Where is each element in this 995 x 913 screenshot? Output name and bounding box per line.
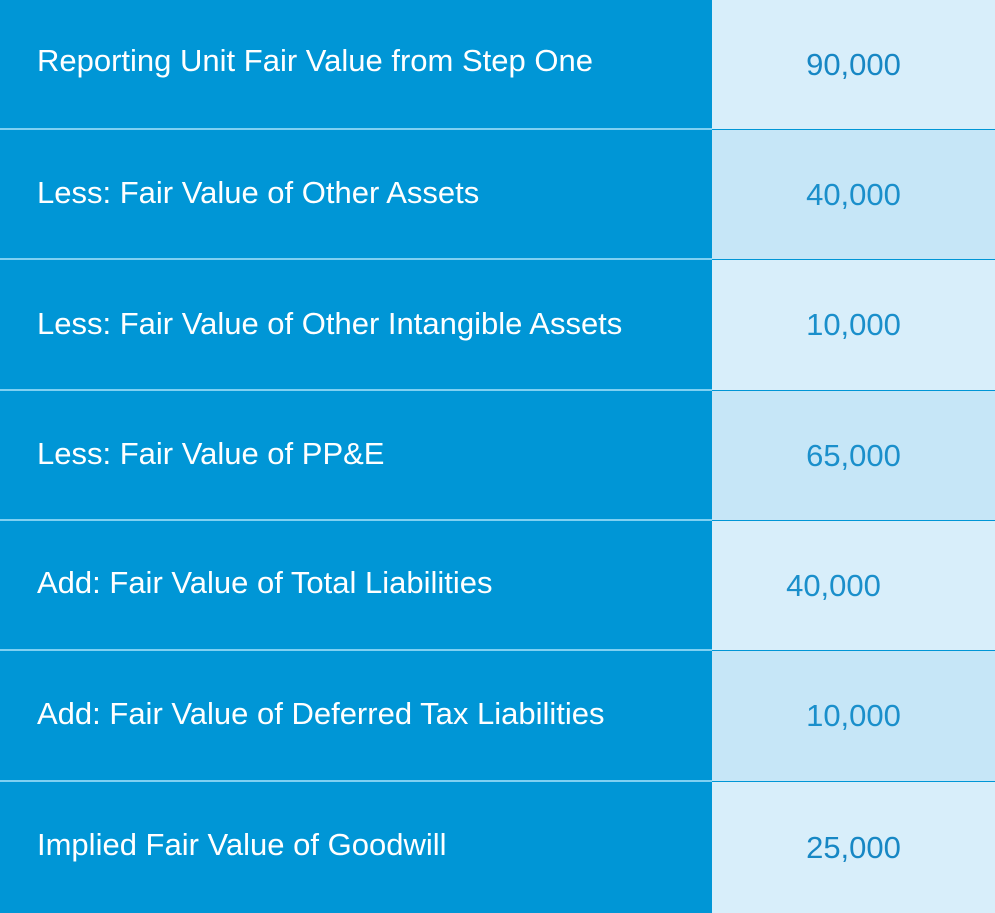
row-value: 25,000 [712, 782, 995, 913]
row-value: 90,000 [712, 0, 995, 129]
row-divider [0, 389, 712, 391]
table-row-ppe: Less: Fair Value of PP&E 65,000 [0, 391, 995, 520]
row-divider [0, 649, 712, 651]
table-row-other-intangible-assets: Less: Fair Value of Other Intangible Ass… [0, 260, 995, 390]
table-row-deferred-tax-liabilities: Add: Fair Value of Deferred Tax Liabilit… [0, 651, 995, 781]
row-value: 40,000 [712, 130, 995, 259]
row-value: 10,000 [712, 260, 995, 390]
row-value: 65,000 [712, 391, 995, 520]
row-label: Less: Fair Value of Other Intangible Ass… [0, 260, 712, 390]
row-label: Add: Fair Value of Total Liabilities [0, 521, 712, 650]
table-row-other-assets: Less: Fair Value of Other Assets 40,000 [0, 130, 995, 259]
row-value: 10,000 [712, 651, 995, 781]
row-label: Reporting Unit Fair Value from Step One [0, 0, 712, 129]
table-row-total-liabilities: Add: Fair Value of Total Liabilities 40,… [0, 521, 995, 650]
row-divider [0, 780, 712, 782]
table-row-reporting-unit-fair-value: Reporting Unit Fair Value from Step One … [0, 0, 995, 129]
row-divider [0, 519, 712, 521]
row-label: Less: Fair Value of Other Assets [0, 130, 712, 259]
row-divider [0, 128, 712, 130]
row-divider [0, 258, 712, 260]
row-label: Less: Fair Value of PP&E [0, 391, 712, 520]
table-row-implied-goodwill: Implied Fair Value of Goodwill 25,000 [0, 782, 995, 913]
row-label: Add: Fair Value of Deferred Tax Liabilit… [0, 651, 712, 781]
row-value: 40,000 [712, 521, 995, 650]
row-label: Implied Fair Value of Goodwill [0, 782, 712, 913]
